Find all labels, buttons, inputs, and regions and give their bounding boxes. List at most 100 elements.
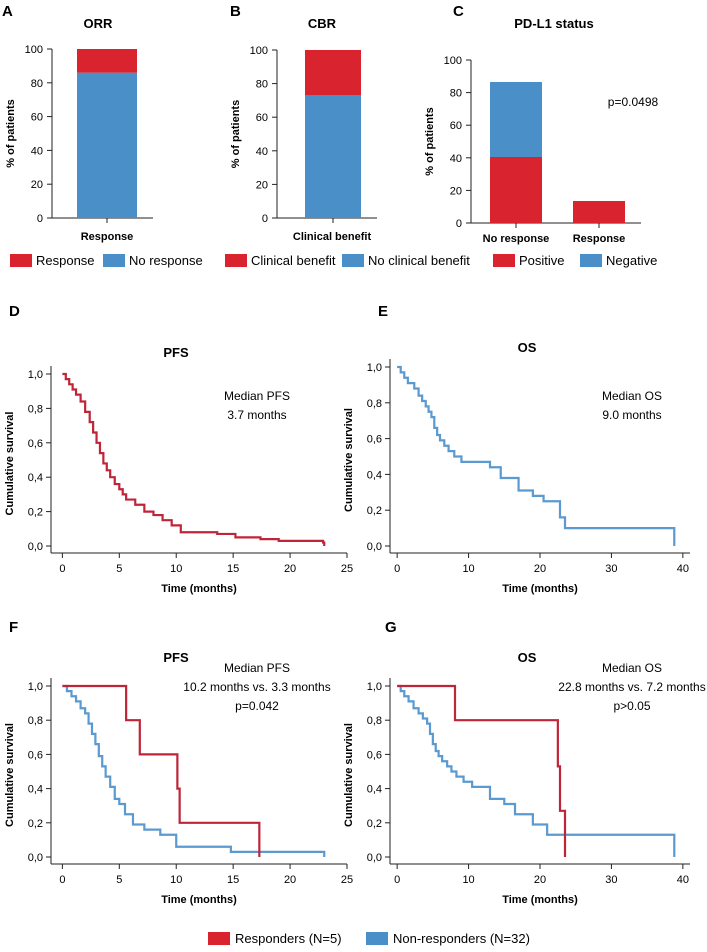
chart-title-b: CBR bbox=[308, 16, 337, 31]
x-tick-label: 25 bbox=[341, 563, 353, 575]
y-axis-label: Cumulative survival bbox=[4, 412, 16, 516]
bar-segment-negative bbox=[490, 82, 542, 157]
legend-label: Positive bbox=[519, 253, 565, 268]
legend-swatch bbox=[493, 254, 515, 267]
x-tick-label: 5 bbox=[116, 563, 122, 575]
x-tick-label: 0 bbox=[59, 563, 65, 575]
y-tick-label: 60 bbox=[31, 112, 43, 124]
x-tick-label: 10 bbox=[170, 563, 182, 575]
y-tick-label: 0 bbox=[262, 213, 268, 225]
y-tick-label: 0,6 bbox=[367, 434, 382, 446]
y-tick-label: 0,0 bbox=[28, 852, 43, 864]
y-tick-label: 0,6 bbox=[367, 749, 382, 761]
y-tick-label: 0,8 bbox=[28, 403, 43, 415]
y-tick-label: 80 bbox=[450, 88, 462, 100]
x-tick-label: 25 bbox=[341, 874, 353, 886]
chart-title-c: PD-L1 status bbox=[514, 16, 593, 31]
panel-label-c: C bbox=[453, 3, 464, 20]
panel-label-f: F bbox=[9, 619, 18, 636]
y-tick-label: 0,2 bbox=[28, 818, 43, 830]
y-axis-label: % of patients bbox=[230, 100, 242, 168]
y-tick-label: 0,4 bbox=[28, 784, 43, 796]
x-tick-label: 10 bbox=[170, 874, 182, 886]
x-tick-label: 20 bbox=[534, 563, 546, 575]
legend-label: No clinical benefit bbox=[368, 253, 470, 268]
legend-swatch bbox=[103, 254, 125, 267]
chart-title-d: PFS bbox=[163, 345, 189, 360]
y-tick-label: 1,0 bbox=[28, 681, 43, 693]
y-tick-label: 1,0 bbox=[367, 362, 382, 374]
panel-label-d: D bbox=[9, 303, 20, 320]
bar-segment-response bbox=[77, 49, 137, 73]
y-axis-label: % of patients bbox=[424, 107, 436, 175]
x-axis-label: Time (months) bbox=[161, 894, 237, 906]
x-tick-label: No response bbox=[483, 233, 550, 245]
legend-swatch bbox=[225, 254, 247, 267]
panel-label-b: B bbox=[230, 3, 241, 20]
y-tick-label: 0 bbox=[456, 218, 462, 230]
bar-segment-positive bbox=[573, 200, 625, 223]
x-axis-label: Time (months) bbox=[502, 894, 578, 906]
y-tick-label: 0,4 bbox=[367, 469, 382, 481]
y-tick-label: 40 bbox=[256, 146, 268, 158]
median-annotation: Median OS bbox=[602, 661, 662, 675]
legend-swatch-non-responders bbox=[366, 932, 388, 945]
x-tick-label: 0 bbox=[394, 874, 400, 886]
y-tick-label: 100 bbox=[250, 45, 268, 57]
median-annotation: 10.2 months vs. 3.3 months bbox=[183, 680, 330, 694]
y-tick-label: 0,2 bbox=[28, 507, 43, 519]
x-tick-label: 20 bbox=[534, 874, 546, 886]
y-tick-label: 20 bbox=[450, 185, 462, 197]
x-tick-label: 40 bbox=[677, 563, 689, 575]
median-annotation: p>0.05 bbox=[613, 699, 650, 713]
panel-label-a: A bbox=[2, 3, 13, 20]
p-value-annotation: p=0.0498 bbox=[608, 95, 659, 109]
x-tick-label: 5 bbox=[116, 874, 122, 886]
x-tick-label: 20 bbox=[284, 874, 296, 886]
legend-label-responders: Responders (N=5) bbox=[235, 931, 342, 946]
y-tick-label: 40 bbox=[31, 145, 43, 157]
x-tick-label: 0 bbox=[394, 563, 400, 575]
y-tick-label: 0,6 bbox=[28, 438, 43, 450]
x-tick-label: 20 bbox=[284, 563, 296, 575]
km-curve-non-responders-n-32 bbox=[62, 684, 326, 857]
x-tick-label: 15 bbox=[227, 874, 239, 886]
x-tick-label: 0 bbox=[59, 874, 65, 886]
y-tick-label: 0,0 bbox=[367, 541, 382, 553]
y-axis-label: Cumulative survival bbox=[343, 408, 355, 512]
x-axis-label: Time (months) bbox=[502, 583, 578, 595]
y-tick-label: 80 bbox=[31, 78, 43, 90]
legend-swatch-responders bbox=[208, 932, 230, 945]
x-axis-label: Time (months) bbox=[161, 583, 237, 595]
panel-label-e: E bbox=[378, 303, 388, 320]
bar-segment-clinical-benefit bbox=[305, 50, 361, 96]
x-tick-label: Response bbox=[573, 233, 626, 245]
y-tick-label: 0,8 bbox=[28, 715, 43, 727]
median-annotation: p=0.042 bbox=[235, 699, 279, 713]
legend-swatch bbox=[342, 254, 364, 267]
y-tick-label: 0,0 bbox=[28, 541, 43, 553]
median-annotation: Median OS bbox=[602, 389, 662, 403]
y-tick-label: 80 bbox=[256, 79, 268, 91]
median-annotation: 9.0 months bbox=[602, 408, 661, 422]
y-tick-label: 40 bbox=[450, 153, 462, 165]
y-tick-label: 0,4 bbox=[28, 472, 43, 484]
legend-label-non-responders: Non-responders (N=32) bbox=[393, 931, 530, 946]
km-curve-non-responders-n-32 bbox=[397, 684, 676, 857]
x-axis-label: Response bbox=[81, 231, 134, 243]
km-curve-os bbox=[397, 365, 676, 546]
y-tick-label: 0 bbox=[37, 213, 43, 225]
chart-title-f: PFS bbox=[163, 650, 189, 665]
y-tick-label: 0,4 bbox=[367, 784, 382, 796]
chart-title-g: OS bbox=[518, 650, 537, 665]
y-axis-label: Cumulative survival bbox=[4, 723, 16, 827]
y-tick-label: 100 bbox=[25, 44, 43, 56]
y-tick-label: 100 bbox=[444, 55, 462, 67]
median-annotation: Median PFS bbox=[224, 661, 290, 675]
y-tick-label: 60 bbox=[256, 112, 268, 124]
median-annotation: Median PFS bbox=[224, 389, 290, 403]
median-annotation: 3.7 months bbox=[227, 408, 286, 422]
x-tick-label: 40 bbox=[677, 874, 689, 886]
km-curve-pfs bbox=[62, 372, 326, 546]
